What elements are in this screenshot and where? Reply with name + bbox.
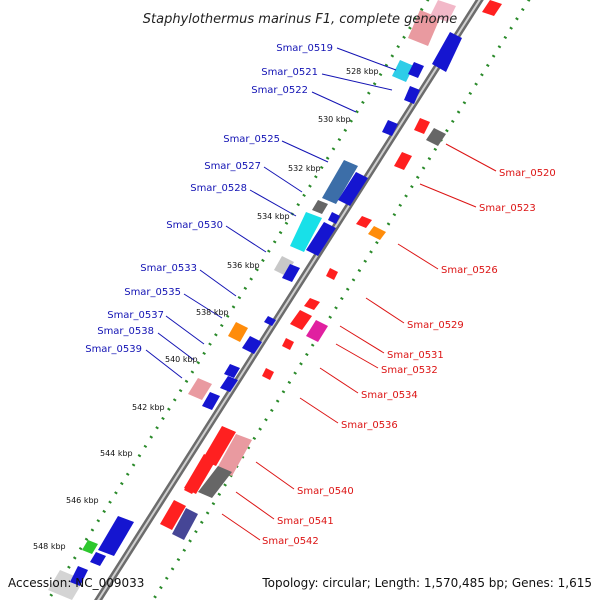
feature-block[interactable] xyxy=(404,86,420,104)
feature-block[interactable] xyxy=(224,364,240,378)
feature-block[interactable] xyxy=(290,310,312,330)
gene-label[interactable]: Smar_0538 xyxy=(97,326,154,337)
gene-label[interactable]: Smar_0540 xyxy=(297,486,354,497)
feature-block[interactable] xyxy=(184,454,216,494)
feature-block[interactable] xyxy=(282,338,294,350)
feature-block[interactable] xyxy=(382,120,398,136)
feature-block[interactable] xyxy=(306,320,328,342)
feature-block[interactable] xyxy=(98,516,134,556)
gene-label[interactable]: Smar_0530 xyxy=(166,220,223,231)
gene-label[interactable]: Smar_0537 xyxy=(107,310,164,321)
accession-text: Accession: NC_009033 xyxy=(8,576,144,590)
gene-label[interactable]: Smar_0531 xyxy=(387,350,444,361)
genome-backbone-highlight xyxy=(96,0,481,600)
feature-block[interactable] xyxy=(160,500,186,530)
feature-block[interactable] xyxy=(290,212,322,252)
reverse-gene-labels: Smar_0520 Smar_0523 Smar_0526 Smar_0529 … xyxy=(262,168,556,547)
gene-label[interactable]: Smar_0527 xyxy=(204,161,261,172)
gene-label[interactable]: Smar_0536 xyxy=(341,420,398,431)
gene-label[interactable]: Smar_0533 xyxy=(140,263,197,274)
feature-block[interactable] xyxy=(312,200,328,214)
feature-block[interactable] xyxy=(274,256,294,276)
feature-block[interactable] xyxy=(262,368,274,380)
feature-block[interactable] xyxy=(184,484,196,494)
feature-block[interactable] xyxy=(414,118,430,134)
tick-label: 532 kbp xyxy=(288,164,321,173)
feature-block[interactable] xyxy=(392,60,414,82)
gene-label[interactable]: Smar_0522 xyxy=(251,85,308,96)
label-connectors xyxy=(145,47,497,541)
feature-block[interactable] xyxy=(282,264,300,282)
feature-block[interactable] xyxy=(216,434,252,476)
feature-block[interactable] xyxy=(322,160,358,204)
feature-block[interactable] xyxy=(408,62,424,78)
feature-block[interactable] xyxy=(188,378,212,400)
feature-block[interactable] xyxy=(338,172,368,206)
feature-block[interactable] xyxy=(70,566,88,586)
gene-label[interactable]: Smar_0526 xyxy=(441,265,498,276)
feature-block[interactable] xyxy=(90,552,106,566)
feature-block[interactable] xyxy=(408,10,440,46)
tick-label: 534 kbp xyxy=(257,212,290,221)
feature-block[interactable] xyxy=(172,508,198,540)
tick-label: 528 kbp xyxy=(346,67,379,76)
gene-label[interactable]: Smar_0520 xyxy=(499,168,556,179)
genome-summary-text: Topology: circular; Length: 1,570,485 bp… xyxy=(261,576,592,590)
tick-label: 542 kbp xyxy=(132,403,165,412)
tick-label: 540 kbp xyxy=(165,355,198,364)
tick-label: 530 kbp xyxy=(318,115,351,124)
gene-label[interactable]: Smar_0541 xyxy=(277,516,334,527)
gene-features xyxy=(48,0,502,600)
gene-label[interactable]: Smar_0519 xyxy=(276,43,333,54)
feature-block[interactable] xyxy=(82,540,98,554)
feature-block[interactable] xyxy=(326,268,338,280)
feature-block[interactable] xyxy=(202,392,220,410)
feature-block[interactable] xyxy=(430,0,456,22)
tick-label: 546 kbp xyxy=(66,496,99,505)
feature-block[interactable] xyxy=(328,212,340,224)
feature-block[interactable] xyxy=(264,316,276,326)
feature-block[interactable] xyxy=(368,226,386,240)
gene-label[interactable]: Smar_0525 xyxy=(223,134,280,145)
gene-label[interactable]: Smar_0528 xyxy=(190,183,247,194)
feature-block[interactable] xyxy=(394,152,412,170)
scale-ticks: 528 kbp 530 kbp 532 kbp 534 kbp 536 kbp … xyxy=(33,67,379,551)
gene-label[interactable]: Smar_0521 xyxy=(261,67,318,78)
tick-label: 544 kbp xyxy=(100,449,133,458)
feature-block[interactable] xyxy=(426,128,446,146)
gene-label[interactable]: Smar_0539 xyxy=(85,344,142,355)
feature-block[interactable] xyxy=(304,298,320,310)
gene-label[interactable]: Smar_0532 xyxy=(381,365,438,376)
inner-dotted-ring xyxy=(151,0,531,600)
gene-label[interactable]: Smar_0529 xyxy=(407,320,464,331)
outer-dotted-ring xyxy=(46,0,430,600)
tick-label: 536 kbp xyxy=(227,261,260,270)
feature-block[interactable] xyxy=(220,376,238,392)
gene-label[interactable]: Smar_0523 xyxy=(479,203,536,214)
gene-label[interactable]: Smar_0542 xyxy=(262,536,319,547)
feature-block[interactable] xyxy=(202,426,236,466)
feature-block[interactable] xyxy=(432,32,462,72)
tick-label: 538 kbp xyxy=(196,308,229,317)
feature-block[interactable] xyxy=(198,466,232,498)
map-title: Staphylothermus marinus F1, complete gen… xyxy=(143,12,458,27)
feature-block[interactable] xyxy=(356,216,372,228)
feature-block[interactable] xyxy=(242,336,262,354)
gene-label[interactable]: Smar_0535 xyxy=(124,287,181,298)
tick-label: 548 kbp xyxy=(33,542,66,551)
gene-label[interactable]: Smar_0534 xyxy=(361,390,418,401)
feature-block[interactable] xyxy=(482,0,502,16)
feature-block[interactable] xyxy=(228,322,248,342)
feature-block[interactable] xyxy=(306,222,336,256)
forward-gene-labels: Smar_0519 Smar_0521 Smar_0522 Smar_0525 … xyxy=(85,43,333,355)
